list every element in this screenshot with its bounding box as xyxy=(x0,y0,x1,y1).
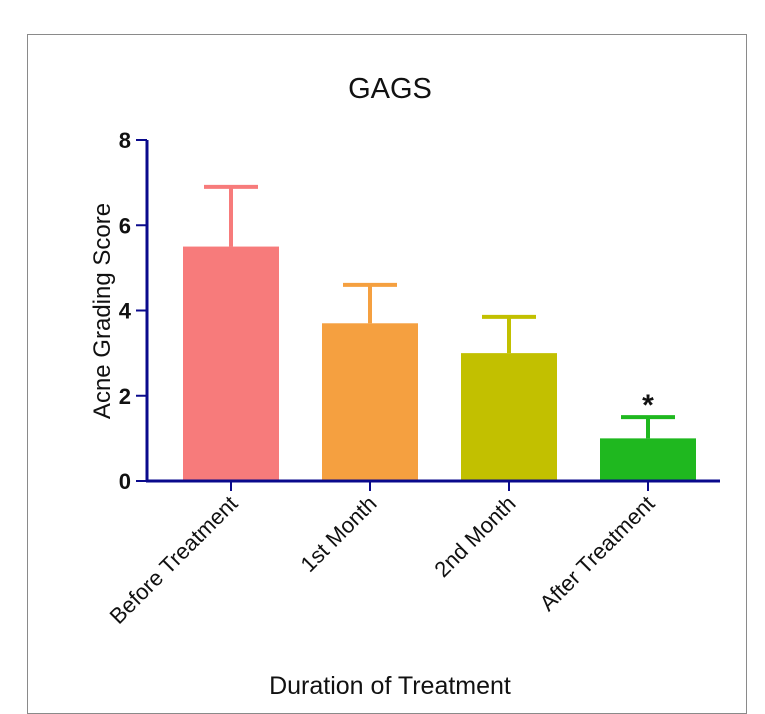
x-tick-label-before-treatment: Before Treatment xyxy=(105,491,243,629)
bar-2nd-month xyxy=(461,353,557,481)
annotations-layer: * xyxy=(642,389,654,422)
x-tick-label-1st-month: 1st Month xyxy=(296,491,382,577)
x-ticks-layer: Before Treatment 1st Month 2nd Month After … xyxy=(105,481,660,629)
y-axis-label: Acne Grading Score xyxy=(89,203,116,419)
error-bars-layer xyxy=(204,184,675,439)
y-tick-label-0: 0 xyxy=(119,469,131,494)
x-tick-label-after-treatment: After Treatment xyxy=(535,491,660,616)
bar-before-treatment xyxy=(183,246,279,481)
significance-marker: * xyxy=(642,389,654,422)
y-tick-label-6: 6 xyxy=(119,213,131,238)
bar-after-treatment xyxy=(600,438,696,481)
x-tick-label-2nd-month: 2nd Month xyxy=(429,491,520,582)
y-tick-label-2: 2 xyxy=(119,384,131,409)
y-tick-label-4: 4 xyxy=(119,299,132,324)
y-ticks-layer: 0 2 4 6 8 xyxy=(119,128,147,494)
x-axis-label: Duration of Treatment xyxy=(269,672,511,700)
bars-layer xyxy=(183,246,696,481)
bar-1st-month xyxy=(322,323,418,481)
y-tick-label-8: 8 xyxy=(119,128,131,153)
chart-title: GAGS xyxy=(348,73,432,105)
